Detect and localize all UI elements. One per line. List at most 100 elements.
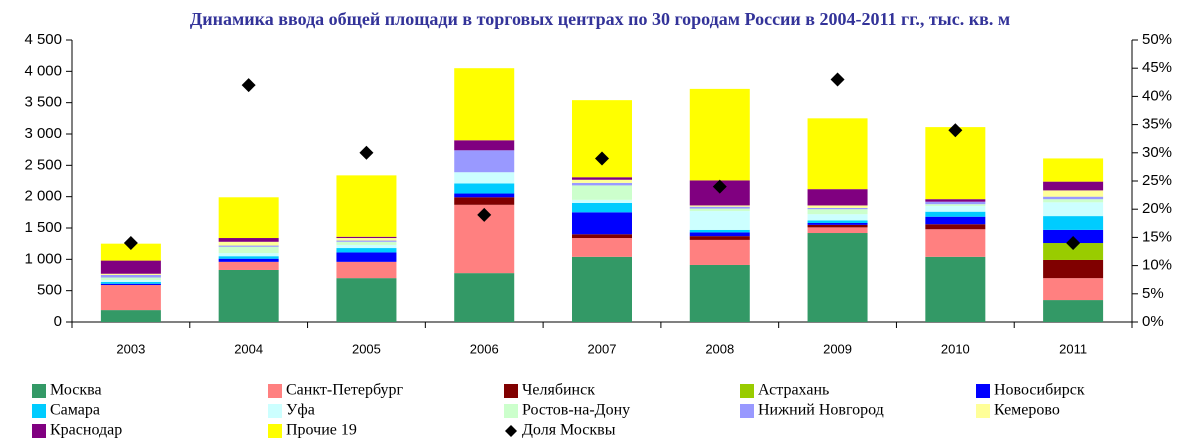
bar-segment [1043, 190, 1104, 197]
bar-segment [925, 224, 986, 230]
legend-swatch [740, 384, 754, 398]
bar-segment [807, 220, 868, 223]
bar-segment [336, 244, 397, 249]
bar-segment [807, 233, 868, 322]
share-marker [123, 236, 138, 251]
share-marker [948, 123, 963, 138]
bar-segment [572, 256, 632, 322]
y-tick-label: 1 500 [24, 219, 62, 236]
bar-segment [572, 202, 632, 213]
bar-segment [336, 248, 397, 253]
bar-segment [454, 150, 515, 173]
bar-segment [454, 183, 515, 194]
bar-segment [572, 185, 632, 200]
bar-segment [572, 234, 632, 239]
bar-segment [218, 253, 279, 257]
bar-segment [100, 281, 161, 284]
legend-label: Самара [50, 402, 100, 419]
legend-swatch [976, 404, 990, 418]
legend-swatch [268, 404, 282, 418]
bar-segment [689, 232, 750, 237]
legend-label: Краснодар [50, 422, 122, 439]
bar-segment [807, 227, 868, 234]
legend-swatch [504, 384, 518, 398]
legend-label: Москва [50, 382, 102, 399]
bar-segment [572, 199, 632, 203]
bar-segment [218, 241, 279, 246]
bar-segment [218, 261, 279, 270]
y-tick-label: 1 000 [24, 250, 62, 267]
legend-swatch [32, 384, 46, 398]
bar-segment [807, 214, 868, 221]
bar-segment [336, 261, 397, 279]
bar-segment [336, 252, 397, 262]
bar-segment [218, 269, 279, 322]
bar-segment [218, 245, 279, 247]
share-marker [477, 207, 492, 222]
legend-label: Прочие 19 [286, 422, 357, 439]
bar-segment [925, 256, 986, 322]
bar-segment [925, 206, 986, 212]
bar-segment [689, 211, 750, 230]
bar-segment [1043, 158, 1104, 182]
y-tick-label: 500 [37, 282, 62, 299]
share-marker [1066, 236, 1081, 251]
x-tick-label: 2006 [470, 341, 499, 356]
bar-segment [572, 212, 632, 235]
bar-segment [454, 68, 515, 141]
bar-segment [100, 285, 161, 311]
bar-segment [336, 236, 397, 239]
bar-segment [1043, 259, 1104, 279]
bar-segment [1043, 181, 1104, 191]
legend-swatch [976, 384, 990, 398]
bar-segment [1043, 216, 1104, 230]
bar-segment [218, 238, 279, 242]
bar-segment [218, 258, 279, 262]
legend-swatch [268, 424, 282, 438]
bar-segment [689, 236, 750, 240]
x-tick-label: 2003 [116, 341, 145, 356]
bar-segment [807, 209, 868, 215]
bar-segment [925, 201, 986, 205]
bar-segment [1043, 300, 1104, 322]
y2-tick-label: 25% [1142, 172, 1172, 189]
legend-swatch [32, 404, 46, 418]
bar-segment [925, 199, 986, 202]
bar-segment [807, 207, 868, 210]
y-tick-label: 3 500 [24, 94, 62, 111]
bar-segment [336, 240, 397, 242]
bar-segment [100, 243, 161, 261]
bar-segment [807, 222, 868, 225]
bar-segment [925, 216, 986, 225]
bar-segment [925, 204, 986, 207]
y-tick-label: 2 500 [24, 156, 62, 173]
legend-label: Астрахань [758, 382, 829, 399]
share-marker [712, 179, 727, 194]
bar-segment [689, 88, 750, 181]
x-tick-label: 2009 [823, 341, 852, 356]
bar-segment [218, 246, 279, 254]
bar-segment [336, 175, 397, 237]
legend-label: Уфа [286, 402, 315, 419]
bar-segment [336, 278, 397, 322]
share-marker [359, 145, 374, 160]
bar-segment [100, 277, 161, 281]
bar-segment [218, 256, 279, 259]
bar-segment [807, 205, 868, 208]
y-tick-label: 3 000 [24, 125, 62, 142]
x-tick-label: 2008 [705, 341, 734, 356]
bar-segment [572, 177, 632, 180]
legend-label: Кемерово [994, 402, 1060, 419]
y2-tick-label: 0% [1142, 313, 1164, 330]
bar-segment [218, 197, 279, 239]
bar-segment [572, 238, 632, 257]
bar-segment [807, 189, 868, 206]
bar-segment [100, 310, 161, 322]
bar-segment [925, 229, 986, 257]
y2-tick-label: 45% [1142, 59, 1172, 76]
bar-segment [100, 280, 161, 282]
bar-segment [454, 172, 515, 184]
x-tick-label: 2007 [588, 341, 617, 356]
y2-tick-label: 30% [1142, 144, 1172, 161]
